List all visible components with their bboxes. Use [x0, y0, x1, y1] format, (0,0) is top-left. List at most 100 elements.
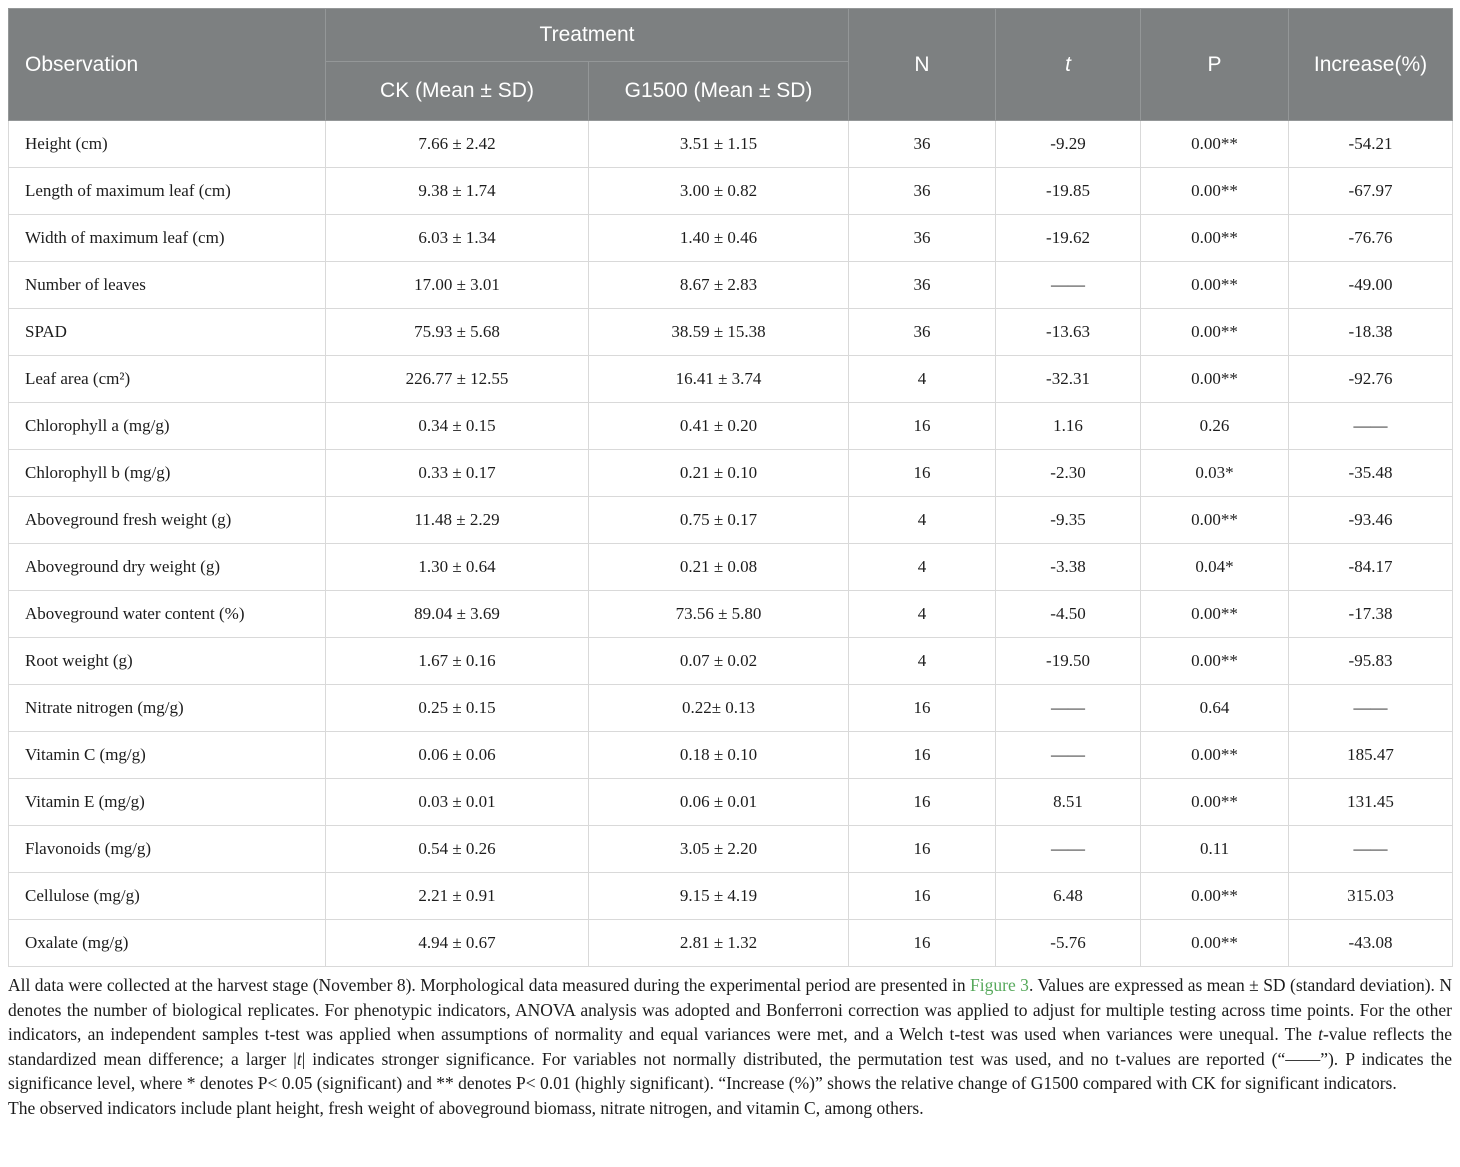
t-cell: 1.16 [995, 402, 1142, 450]
ck-cell: 1.67 ± 0.16 [325, 637, 589, 685]
observation-cell: Aboveground water content (%) [8, 590, 326, 638]
g1500-cell: 0.21 ± 0.10 [587, 449, 850, 497]
n-cell: 4 [848, 496, 997, 544]
p-cell: 0.00** [1140, 637, 1290, 685]
observation-cell: Chlorophyll b (mg/g) [8, 449, 326, 497]
n-cell: 36 [848, 308, 997, 356]
table-row: Root weight (g) 1.67 ± 0.16 0.07 ± 0.02 4 -1… [8, 637, 1454, 685]
p-cell: 0.00** [1140, 872, 1290, 920]
t-cell: -32.31 [995, 355, 1142, 403]
n-cell: 16 [848, 402, 997, 450]
results-table: Observation Treatment N t P Increase(%) … [8, 8, 1454, 967]
ck-cell: 9.38 ± 1.74 [325, 167, 589, 215]
p-cell: 0.00** [1140, 214, 1290, 262]
n-cell: 4 [848, 590, 997, 638]
table-row: Chlorophyll a (mg/g) 0.34 ± 0.15 0.41 ± 0.… [8, 402, 1454, 450]
n-cell: 4 [848, 543, 997, 591]
ck-cell: 0.33 ± 0.17 [325, 449, 589, 497]
increase-cell: -43.08 [1288, 919, 1454, 967]
g1500-cell: 8.67 ± 2.83 [587, 261, 850, 309]
footnote-text-segment: | indicates stronger significance. For v… [8, 1048, 1452, 1094]
p-cell: 0.00** [1140, 308, 1290, 356]
table-row: Width of maximum leaf (cm) 6.03 ± 1.34 1.4… [8, 214, 1454, 262]
ck-cell: 226.77 ± 12.55 [325, 355, 589, 403]
t-cell: -19.85 [995, 167, 1142, 215]
observation-cell: Nitrate nitrogen (mg/g) [8, 684, 326, 732]
table-row: Aboveground dry weight (g) 1.30 ± 0.64 0.2… [8, 543, 1454, 591]
table-row: Height (cm) 7.66 ± 2.42 3.51 ± 1.15 36 -9.29… [8, 120, 1454, 168]
observation-cell: Vitamin E (mg/g) [8, 778, 326, 826]
figure-3-link[interactable]: Figure 3 [970, 975, 1029, 995]
p-cell: 0.03* [1140, 449, 1290, 497]
n-cell: 16 [848, 778, 997, 826]
observation-cell: Cellulose (mg/g) [8, 872, 326, 920]
p-cell: 0.00** [1140, 731, 1290, 779]
p-cell: 0.00** [1140, 120, 1290, 168]
t-cell: -4.50 [995, 590, 1142, 638]
increase-cell: 185.47 [1288, 731, 1454, 779]
observation-cell: Aboveground fresh weight (g) [8, 496, 326, 544]
table-row: Aboveground water content (%) 89.04 ± 3.6… [8, 590, 1454, 638]
g1500-cell: 0.22± 0.13 [587, 684, 850, 732]
g1500-cell: 0.21 ± 0.08 [587, 543, 850, 591]
g1500-cell: 0.75 ± 0.17 [587, 496, 850, 544]
n-cell: 16 [848, 919, 997, 967]
t-cell: -3.38 [995, 543, 1142, 591]
p-cell: 0.00** [1140, 778, 1290, 826]
table-header: Observation Treatment N t P Increase(%) … [8, 8, 1454, 121]
increase-cell: -76.76 [1288, 214, 1454, 262]
ck-cell: 0.54 ± 0.26 [325, 825, 589, 873]
increase-cell: -95.83 [1288, 637, 1454, 685]
observation-cell: Vitamin C (mg/g) [8, 731, 326, 779]
table-row: Flavonoids (mg/g) 0.54 ± 0.26 3.05 ± 2.20 1… [8, 825, 1454, 873]
observation-cell: Leaf area (cm²) [8, 355, 326, 403]
increase-cell: -67.97 [1288, 167, 1454, 215]
g1500-cell: 3.51 ± 1.15 [587, 120, 850, 168]
p-cell: 0.00** [1140, 496, 1290, 544]
ck-cell: 89.04 ± 3.69 [325, 590, 589, 638]
column-header-treatment: Treatment [324, 8, 850, 62]
footnote-text-segment: t [296, 1048, 302, 1069]
column-header-p: P [1140, 8, 1290, 121]
column-header-t: t [995, 8, 1142, 121]
observation-cell: Height (cm) [8, 120, 326, 168]
n-cell: 4 [848, 355, 997, 403]
footnote-text-segment: -value reflects the standardized mean di… [8, 1024, 1452, 1069]
n-cell: 4 [848, 637, 997, 685]
increase-cell: -18.38 [1288, 308, 1454, 356]
g1500-cell: 0.06 ± 0.01 [587, 778, 850, 826]
t-cell: —— [995, 825, 1142, 873]
g1500-cell: 0.18 ± 0.10 [587, 731, 850, 779]
column-header-increase: Increase(%) [1288, 8, 1454, 121]
t-cell: -2.30 [995, 449, 1142, 497]
column-header-observation: Observation [8, 8, 326, 121]
increase-cell: -49.00 [1288, 261, 1454, 309]
n-cell: 16 [848, 684, 997, 732]
ck-cell: 2.21 ± 0.91 [325, 872, 589, 920]
t-cell: —— [995, 261, 1142, 309]
increase-cell: 315.03 [1288, 872, 1454, 920]
ck-cell: 0.06 ± 0.06 [325, 731, 589, 779]
page: Observation Treatment N t P Increase(%) … [8, 8, 1454, 1118]
t-cell: -19.62 [995, 214, 1142, 262]
observation-cell: SPAD [8, 308, 326, 356]
t-cell: —— [995, 731, 1142, 779]
table-row: Oxalate (mg/g) 4.94 ± 0.67 2.81 ± 1.32 16 -5… [8, 919, 1454, 967]
increase-cell: —— [1288, 684, 1454, 732]
g1500-cell: 2.81 ± 1.32 [587, 919, 850, 967]
g1500-cell: 38.59 ± 15.38 [587, 308, 850, 356]
increase-cell: -92.76 [1288, 355, 1454, 403]
column-header-n: N [848, 8, 997, 121]
n-cell: 16 [848, 731, 997, 779]
table-row: Length of maximum leaf (cm) 9.38 ± 1.74 3.… [8, 167, 1454, 215]
ck-cell: 6.03 ± 1.34 [325, 214, 589, 262]
table-row: Vitamin C (mg/g) 0.06 ± 0.06 0.18 ± 0.10 16… [8, 731, 1454, 779]
column-header-g1500: G1500 (Mean ± SD) [587, 61, 850, 121]
table-row: Vitamin E (mg/g) 0.03 ± 0.01 0.06 ± 0.01 16… [8, 778, 1454, 826]
g1500-cell: 73.56 ± 5.80 [587, 590, 850, 638]
t-cell: -9.35 [995, 496, 1142, 544]
table-row: Aboveground fresh weight (g) 11.48 ± 2.29… [8, 496, 1454, 544]
g1500-cell: 0.07 ± 0.02 [587, 637, 850, 685]
p-cell: 0.00** [1140, 590, 1290, 638]
table-body: Height (cm) 7.66 ± 2.42 3.51 ± 1.15 36 -9.29… [8, 120, 1454, 967]
